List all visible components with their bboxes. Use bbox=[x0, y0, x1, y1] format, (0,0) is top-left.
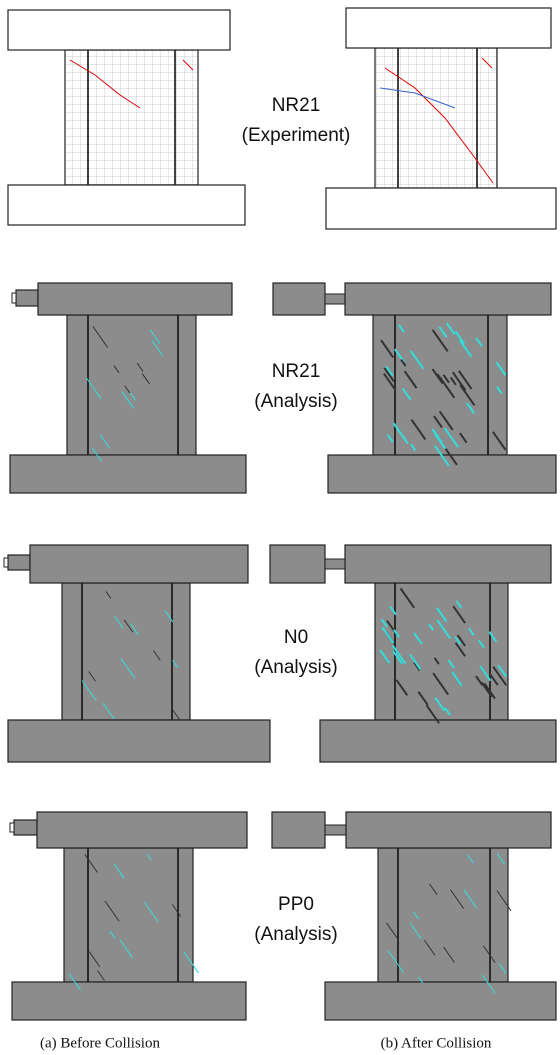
top-block bbox=[30, 545, 248, 583]
actuator bbox=[16, 290, 38, 306]
column bbox=[67, 315, 196, 455]
actuator-rod bbox=[325, 294, 345, 304]
bottom-block bbox=[8, 720, 270, 762]
actuator-rod bbox=[325, 559, 345, 569]
top-block bbox=[346, 812, 551, 848]
top-block bbox=[346, 8, 551, 48]
column bbox=[375, 48, 497, 188]
method: (Experiment) bbox=[242, 125, 351, 146]
column bbox=[64, 848, 193, 982]
specimen-name: NR21 bbox=[272, 361, 321, 382]
actuator bbox=[270, 545, 325, 583]
caption: (b) After Collision bbox=[381, 1035, 492, 1051]
top-block bbox=[345, 545, 551, 583]
specimen-drawings bbox=[4, 8, 556, 1020]
bottom-block bbox=[328, 455, 556, 493]
bottom-block bbox=[12, 982, 246, 1020]
bottom-block bbox=[10, 455, 246, 493]
bottom-block bbox=[326, 188, 556, 229]
specimen-name: NR21 bbox=[272, 95, 321, 116]
actuator bbox=[272, 812, 325, 848]
bottom-block bbox=[320, 720, 556, 762]
actuator-tip bbox=[12, 293, 16, 303]
method: (Analysis) bbox=[254, 924, 337, 945]
top-block bbox=[345, 283, 551, 315]
bottom-block bbox=[8, 185, 245, 225]
method: (Analysis) bbox=[254, 657, 337, 678]
caption: (a) Before Collision bbox=[40, 1035, 160, 1051]
actuator bbox=[14, 820, 37, 835]
specimen-name: N0 bbox=[284, 627, 308, 648]
actuator-rod bbox=[325, 825, 346, 835]
top-block bbox=[37, 812, 247, 848]
actuator-tip bbox=[10, 823, 14, 832]
specimen-name: PP0 bbox=[278, 894, 314, 915]
figure: NR21 (Experiment) NR21 (Analysis) N0 (An… bbox=[0, 0, 560, 1055]
top-block bbox=[8, 10, 230, 50]
bottom-block bbox=[325, 982, 556, 1020]
column bbox=[65, 50, 198, 185]
top-block bbox=[38, 283, 232, 315]
actuator bbox=[273, 283, 325, 315]
actuator-tip bbox=[4, 558, 8, 567]
actuator bbox=[8, 555, 30, 570]
method: (Analysis) bbox=[254, 391, 337, 412]
